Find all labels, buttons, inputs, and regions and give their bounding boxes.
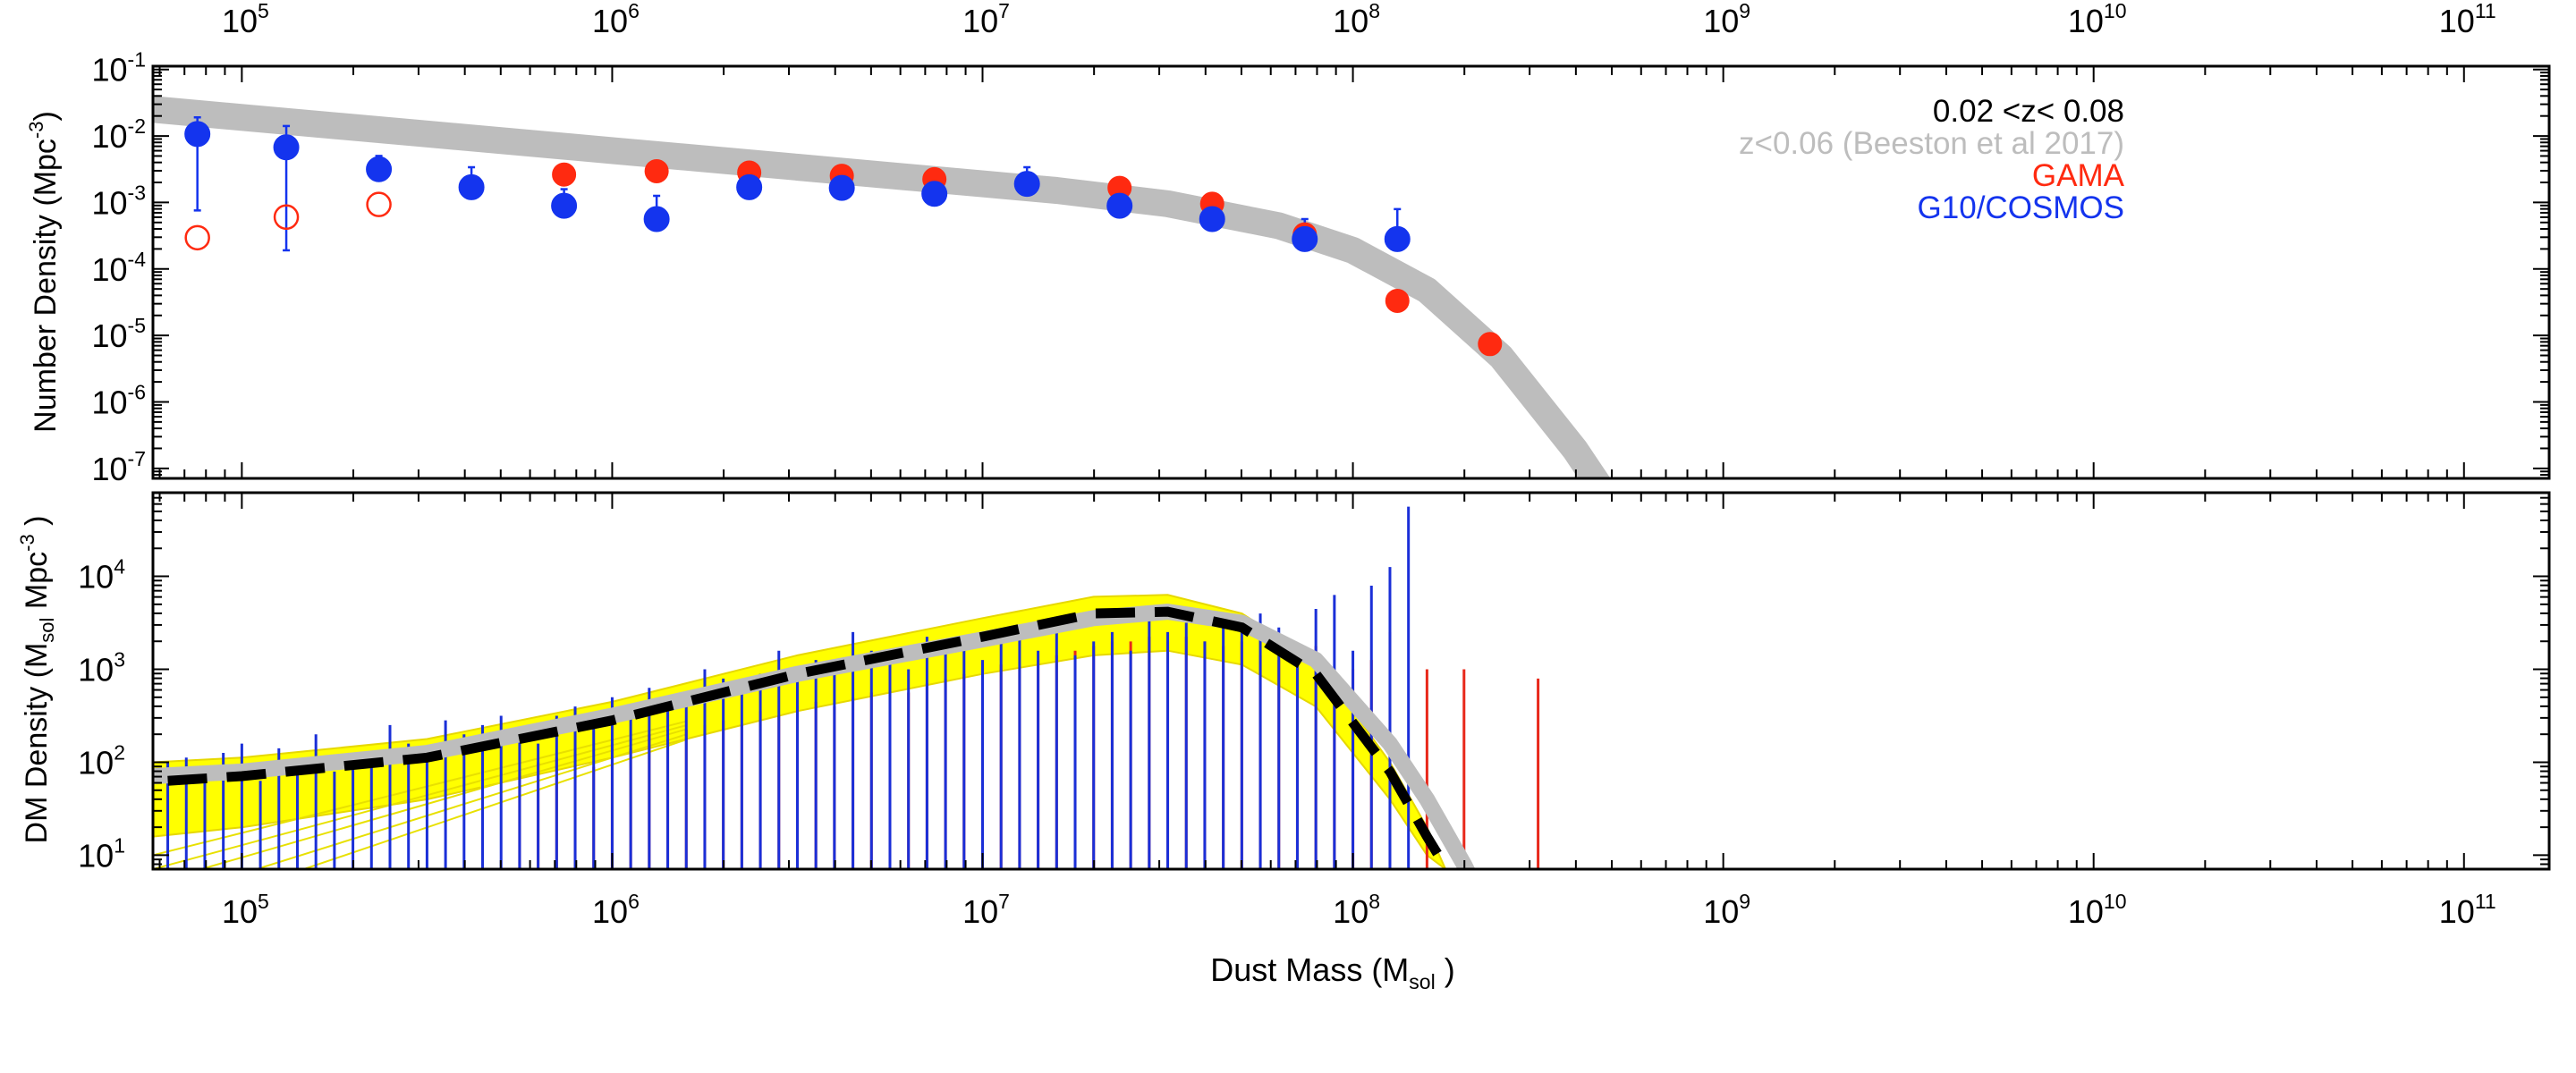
bottom-x-tick-label: 106	[592, 890, 640, 930]
top-y-tick-label: 10-6	[92, 380, 147, 420]
top-y-tick-label: 10-3	[92, 181, 147, 221]
top-panel: 105 106 107 108 109 1010 1011 10-1 10-2 10-3 10-4…	[25, 0, 2551, 487]
x-axis-label: Dust Mass (Msol )	[1210, 951, 1454, 993]
gama-point	[644, 158, 669, 183]
cosmos-point	[1106, 192, 1133, 219]
bottom-panel-y-tick-labels: 104 103 102 101	[78, 555, 125, 874]
bottom-curves-layer	[153, 604, 1476, 869]
top-x-tick-label: 1010	[2068, 0, 2127, 39]
bottom-plot-frame	[151, 491, 2551, 871]
top-y-axis-label: Number Density (Mpc-3)	[25, 111, 63, 433]
top-panel-x-tick-labels: 105 106 107 108 109 1010 1011	[222, 0, 2496, 39]
top-y-tick-label: 10-1	[92, 48, 147, 89]
cosmos-point	[1384, 225, 1411, 252]
top-y-tick-label: 10-7	[92, 447, 147, 487]
bottom-x-tick-label: 1011	[2439, 890, 2496, 930]
top-x-tick-label: 109	[1703, 0, 1750, 39]
yellow-posterior-band	[153, 594, 1447, 869]
bottom-y-tick-label: 102	[78, 740, 125, 781]
top-y-tick-label: 10-4	[92, 248, 147, 288]
gama-point	[1385, 288, 1410, 313]
top-axis-ticks	[153, 66, 2549, 478]
bottom-panel: 105 106 107 108 109 1010 1011 104 103 102 101 DM …	[16, 491, 2551, 993]
cosmos-point	[736, 173, 763, 200]
top-panel-y-tick-labels: 10-1 10-2 10-3 10-4 10-5 10-6 10-7	[92, 48, 147, 487]
top-data-points-layer	[184, 116, 1503, 357]
cosmos-point	[273, 134, 300, 161]
best-fit-dashed-curve	[167, 606, 1453, 869]
gama-point	[273, 204, 300, 231]
cosmos-point	[828, 174, 855, 201]
cosmos-point	[643, 206, 670, 232]
bottom-panel-x-tick-labels: 105 106 107 108 109 1010 1011	[222, 890, 2496, 930]
cosmos-point	[551, 192, 578, 219]
bottom-y-tick-label: 101	[78, 833, 125, 874]
cosmos-point	[366, 156, 393, 182]
cosmos-point	[1292, 225, 1318, 252]
cosmos-point	[1199, 206, 1225, 232]
bottom-y-tick-label: 104	[78, 555, 125, 596]
legend-entry-gama: GAMA	[2032, 158, 2125, 193]
legend: 0.02 <z< 0.08 z<0.06 (Beeston et al 2017…	[1739, 94, 2125, 225]
legend-title: 0.02 <z< 0.08	[1933, 94, 2124, 129]
cosmos-point	[184, 121, 211, 148]
top-x-tick-label: 108	[1333, 0, 1380, 39]
bottom-spikes-layer	[166, 506, 1540, 869]
top-y-tick-label: 10-2	[92, 114, 147, 155]
gama-point	[552, 162, 577, 187]
bottom-axis-ticks	[153, 493, 2549, 869]
bottom-x-tick-label: 108	[1333, 890, 1380, 930]
legend-entry-beeston: z<0.06 (Beeston et al 2017)	[1739, 126, 2124, 161]
bottom-y-tick-label: 103	[78, 648, 125, 689]
bottom-x-tick-label: 105	[222, 890, 269, 930]
gama-point	[366, 191, 392, 217]
top-x-tick-label: 106	[592, 0, 640, 39]
legend-entry-g10-cosmos: G10/COSMOS	[1918, 190, 2124, 225]
gama-point	[184, 224, 210, 251]
cosmos-point	[921, 181, 948, 207]
bottom-x-tick-label: 109	[1703, 890, 1750, 930]
cosmos-point	[458, 173, 485, 200]
top-y-tick-label: 10-5	[92, 314, 147, 354]
top-plot-frame	[151, 64, 2551, 480]
bottom-y-axis-label: DM Density (Msol Mpc-3 )	[16, 516, 58, 844]
cosmos-point	[1013, 171, 1040, 198]
bottom-x-tick-label: 107	[962, 890, 1010, 930]
bottom-x-tick-label: 1010	[2068, 890, 2127, 930]
top-x-tick-label: 107	[962, 0, 1010, 39]
gama-point	[1478, 332, 1503, 357]
top-x-tick-label: 105	[222, 0, 269, 39]
top-x-tick-label: 1011	[2439, 0, 2496, 39]
